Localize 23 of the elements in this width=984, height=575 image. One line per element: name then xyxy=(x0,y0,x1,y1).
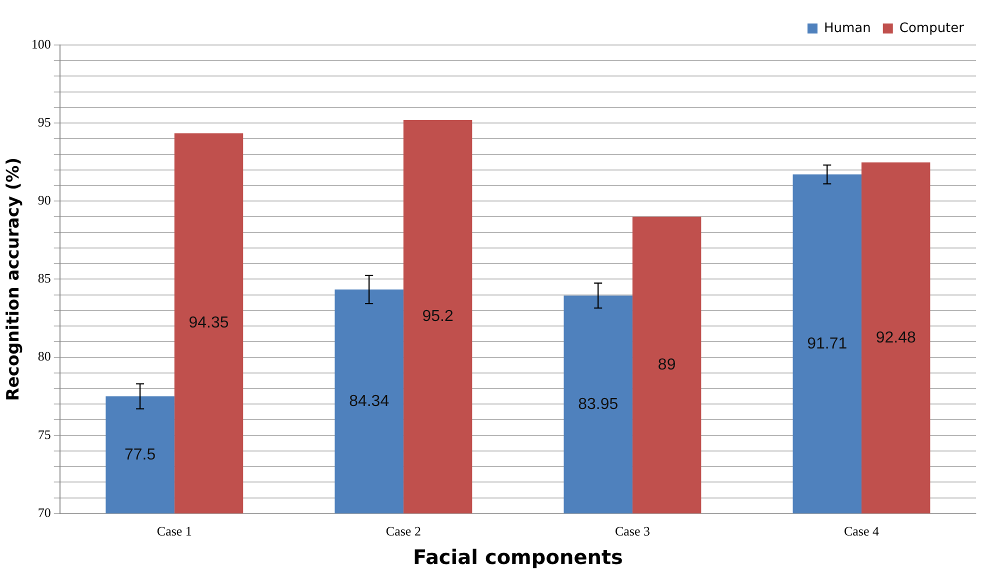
y-tick-label: 80 xyxy=(38,348,51,364)
data-label: 89 xyxy=(658,356,676,374)
y-tick-label: 85 xyxy=(38,270,51,286)
data-label: 95.2 xyxy=(422,308,454,326)
x-axis-title: Facial components xyxy=(412,545,623,570)
y-tick-label: 100 xyxy=(31,36,51,52)
x-tick-label: Case 4 xyxy=(844,524,880,539)
legend-label: Computer xyxy=(899,20,965,36)
y-tick-label: 90 xyxy=(38,192,51,208)
data-label: 94.35 xyxy=(188,314,229,332)
data-label: 92.48 xyxy=(876,329,916,346)
legend-label: Human xyxy=(824,20,871,36)
data-label: 77.5 xyxy=(124,446,156,464)
x-tick-label: Case 1 xyxy=(156,524,192,539)
y-tick-label: 95 xyxy=(38,114,51,130)
x-tick-label: Case 3 xyxy=(614,524,650,539)
x-tick-label: Case 2 xyxy=(386,524,421,539)
y-tick-label: 70 xyxy=(38,504,51,520)
data-label: 91.71 xyxy=(807,335,848,352)
y-axis-title: Recognition accuracy (%) xyxy=(4,158,24,401)
y-tick-label: 75 xyxy=(38,426,51,442)
data-label: 84.34 xyxy=(349,392,390,410)
data-label: 83.95 xyxy=(578,396,618,413)
